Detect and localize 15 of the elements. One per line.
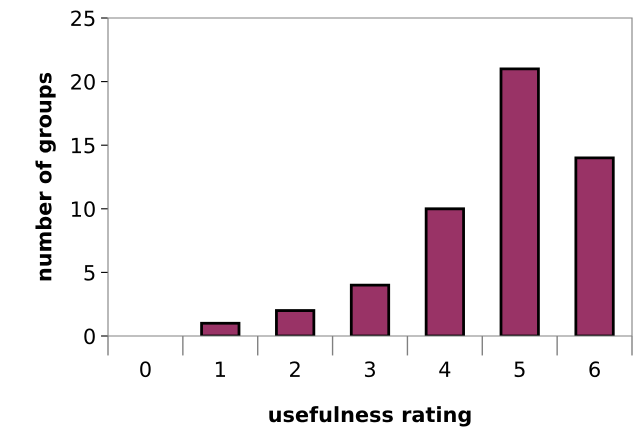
- y-tick-label: 15: [72, 138, 94, 154]
- y-tick-label: 20: [71, 74, 95, 90]
- x-tick-label: 4: [439, 362, 450, 377]
- x-tick-label: 1: [216, 362, 225, 377]
- y-tick-label: 5: [84, 265, 94, 281]
- y-axis-title: number of groups: [35, 72, 56, 280]
- y-tick-label: 10: [72, 201, 95, 218]
- x-axis-title: usefulness rating: [269, 406, 471, 426]
- x-tick-label: 6: [589, 361, 600, 378]
- y-tick-label: 25: [71, 10, 94, 26]
- x-tick-label: 3: [364, 361, 375, 378]
- y-tick-label: 0: [84, 328, 95, 344]
- x-tick-label: 2: [290, 361, 300, 377]
- x-tick-label: 5: [514, 362, 525, 378]
- x-tick-label: 0: [140, 361, 151, 378]
